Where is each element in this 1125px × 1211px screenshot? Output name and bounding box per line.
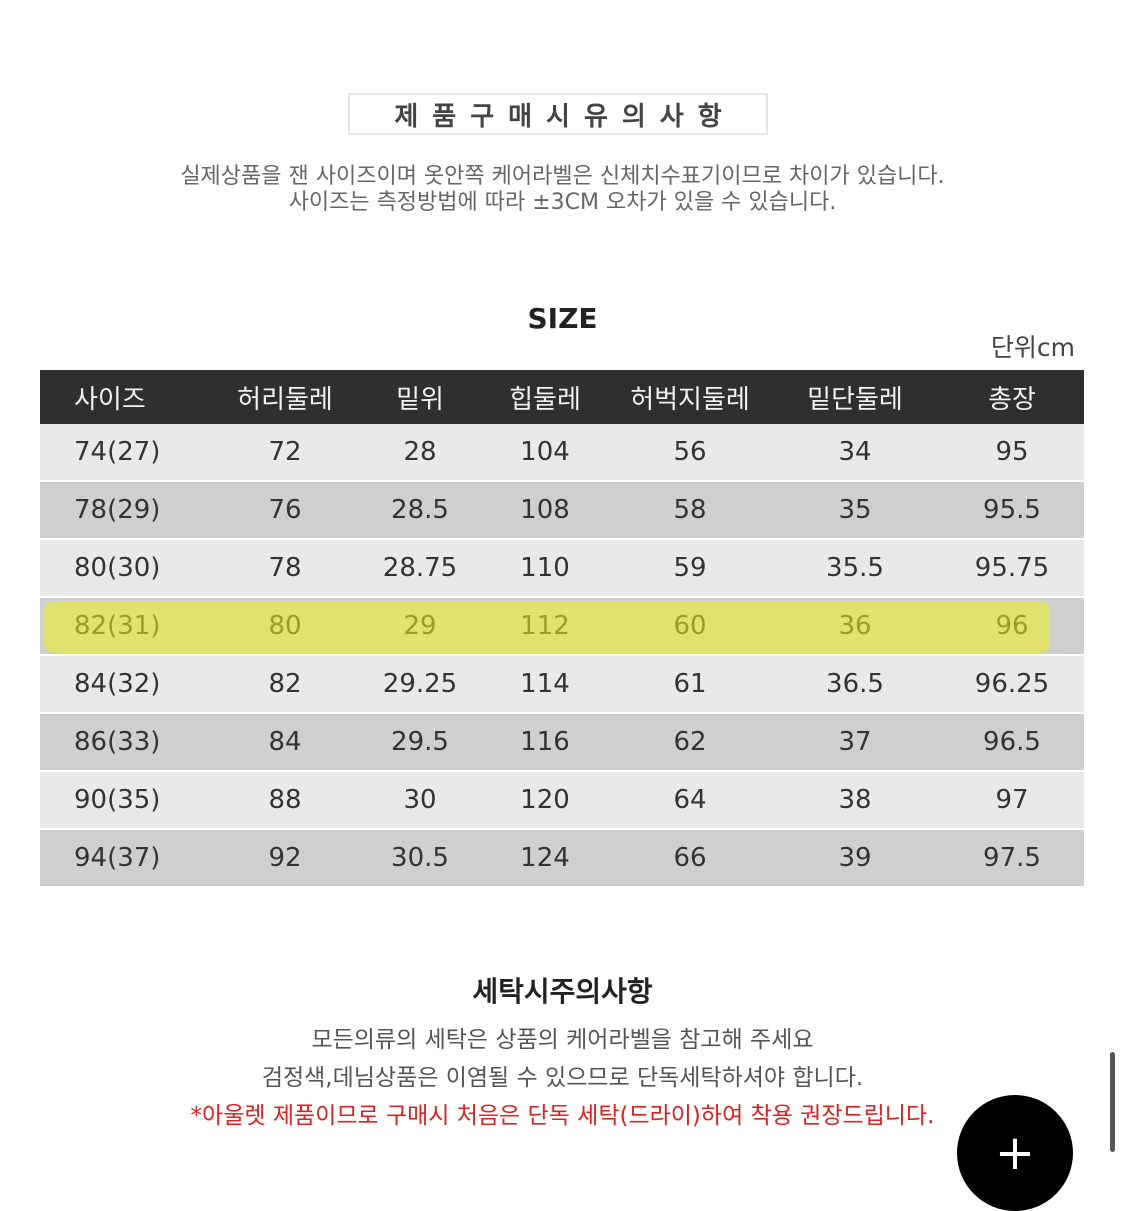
notice-title-box: 제품구매시유의사항 xyxy=(348,93,768,135)
washing-line-2: 검정색,데님상품은 이염될 수 있으므로 단독세탁하셔야 합니다. xyxy=(261,1065,864,1091)
table-cell: 66 xyxy=(610,829,770,888)
table-cell: 114 xyxy=(480,655,610,714)
table-cell: 60 xyxy=(610,597,770,656)
table-cell: 36 xyxy=(770,597,940,656)
table-cell: 84 xyxy=(210,713,360,772)
washing-warning: *아울렛 제품이므로 구매시 처음은 단독 세탁(드라이)하여 착용 권장드립니… xyxy=(190,1103,935,1129)
add-button[interactable]: + xyxy=(957,1095,1073,1211)
table-cell: 56 xyxy=(610,424,770,482)
table-cell: 86(33) xyxy=(40,713,210,772)
table-cell: 62 xyxy=(610,713,770,772)
table-cell: 34 xyxy=(770,424,940,482)
table-cell: 110 xyxy=(480,539,610,598)
table-cell: 95 xyxy=(940,424,1084,482)
table-row: 86(33) 84 29.5 116 62 37 96.5 xyxy=(40,713,1084,772)
table-cell: 80 xyxy=(210,597,360,656)
unit-label: 단위cm xyxy=(990,333,1075,362)
table-cell: 120 xyxy=(480,771,610,830)
table-row: 84(32) 82 29.25 114 61 36.5 96.25 xyxy=(40,655,1084,714)
table-cell: 95.75 xyxy=(940,539,1084,598)
header-rise: 밑위 xyxy=(360,370,480,424)
table-cell: 112 xyxy=(480,597,610,656)
table-cell: 88 xyxy=(210,771,360,830)
table-cell: 78(29) xyxy=(40,481,210,540)
header-size: 사이즈 xyxy=(40,370,210,424)
table-cell: 92 xyxy=(210,829,360,888)
table-cell: 64 xyxy=(610,771,770,830)
table-cell: 96 xyxy=(940,597,1084,656)
table-cell: 78 xyxy=(210,539,360,598)
table-cell: 30.5 xyxy=(360,829,480,888)
table-cell: 35 xyxy=(770,481,940,540)
table-cell: 97 xyxy=(940,771,1084,830)
scrollbar[interactable] xyxy=(1110,1052,1115,1152)
table-cell: 94(37) xyxy=(40,829,210,888)
notice-line-1: 실제상품을 잰 사이즈이며 옷안쪽 케어라벨은 신체치수표기이므로 차이가 있습… xyxy=(180,164,945,189)
size-table-body: 74(27) 72 28 104 56 34 95 78(29) 76 28.5… xyxy=(40,424,1084,888)
table-cell: 72 xyxy=(210,424,360,482)
table-cell: 82 xyxy=(210,655,360,714)
table-row: 80(30) 78 28.75 110 59 35.5 95.75 xyxy=(40,539,1084,598)
table-cell: 58 xyxy=(610,481,770,540)
header-hem: 밑단둘레 xyxy=(770,370,940,424)
table-row: 74(27) 72 28 104 56 34 95 xyxy=(40,424,1084,482)
table-cell: 96.5 xyxy=(940,713,1084,772)
table-cell: 30 xyxy=(360,771,480,830)
header-waist: 허리둘레 xyxy=(210,370,360,424)
header-thigh: 허벅지둘레 xyxy=(610,370,770,424)
table-row: 90(35) 88 30 120 64 38 97 xyxy=(40,771,1084,830)
table-cell: 90(35) xyxy=(40,771,210,830)
table-cell: 39 xyxy=(770,829,940,888)
table-row: 78(29) 76 28.5 108 58 35 95.5 xyxy=(40,481,1084,540)
table-cell: 28.5 xyxy=(360,481,480,540)
table-cell: 59 xyxy=(610,539,770,598)
table-cell: 29.5 xyxy=(360,713,480,772)
header-length: 총장 xyxy=(940,370,1084,424)
size-table-header: 사이즈 허리둘레 밑위 힙둘레 허벅지둘레 밑단둘레 총장 xyxy=(40,370,1084,424)
notice-line-2: 사이즈는 측정방법에 따라 ±3CM 오차가 있을 수 있습니다. xyxy=(288,190,837,215)
table-cell: 76 xyxy=(210,481,360,540)
table-cell: 29 xyxy=(360,597,480,656)
table-cell: 36.5 xyxy=(770,655,940,714)
table-cell: 124 xyxy=(480,829,610,888)
table-cell: 74(27) xyxy=(40,424,210,482)
table-cell: 38 xyxy=(770,771,940,830)
table-cell: 116 xyxy=(480,713,610,772)
table-cell: 80(30) xyxy=(40,539,210,598)
washing-title: 세탁시주의사항 xyxy=(472,975,653,1008)
table-cell: 37 xyxy=(770,713,940,772)
table-cell: 82(31) xyxy=(40,597,210,656)
table-row-highlighted: 82(31) 80 29 112 60 36 96 xyxy=(40,597,1084,656)
table-cell: 95.5 xyxy=(940,481,1084,540)
table-cell: 61 xyxy=(610,655,770,714)
table-cell: 96.25 xyxy=(940,655,1084,714)
table-cell: 28.75 xyxy=(360,539,480,598)
table-cell: 97.5 xyxy=(940,829,1084,888)
table-cell: 84(32) xyxy=(40,655,210,714)
size-table: 사이즈 허리둘레 밑위 힙둘레 허벅지둘레 밑단둘레 총장 74(27) 72 … xyxy=(40,370,1084,888)
washing-line-1: 모든의류의 세탁은 상품의 케어라벨을 참고해 주세요 xyxy=(311,1027,814,1053)
header-hip: 힙둘레 xyxy=(480,370,610,424)
table-cell: 35.5 xyxy=(770,539,940,598)
plus-icon: + xyxy=(994,1125,1036,1181)
size-chart-title: SIZE xyxy=(527,302,598,335)
table-cell: 108 xyxy=(480,481,610,540)
table-cell: 29.25 xyxy=(360,655,480,714)
notice-title: 제품구매시유의사항 xyxy=(394,101,736,132)
table-cell: 104 xyxy=(480,424,610,482)
table-cell: 28 xyxy=(360,424,480,482)
table-row: 94(37) 92 30.5 124 66 39 97.5 xyxy=(40,829,1084,888)
